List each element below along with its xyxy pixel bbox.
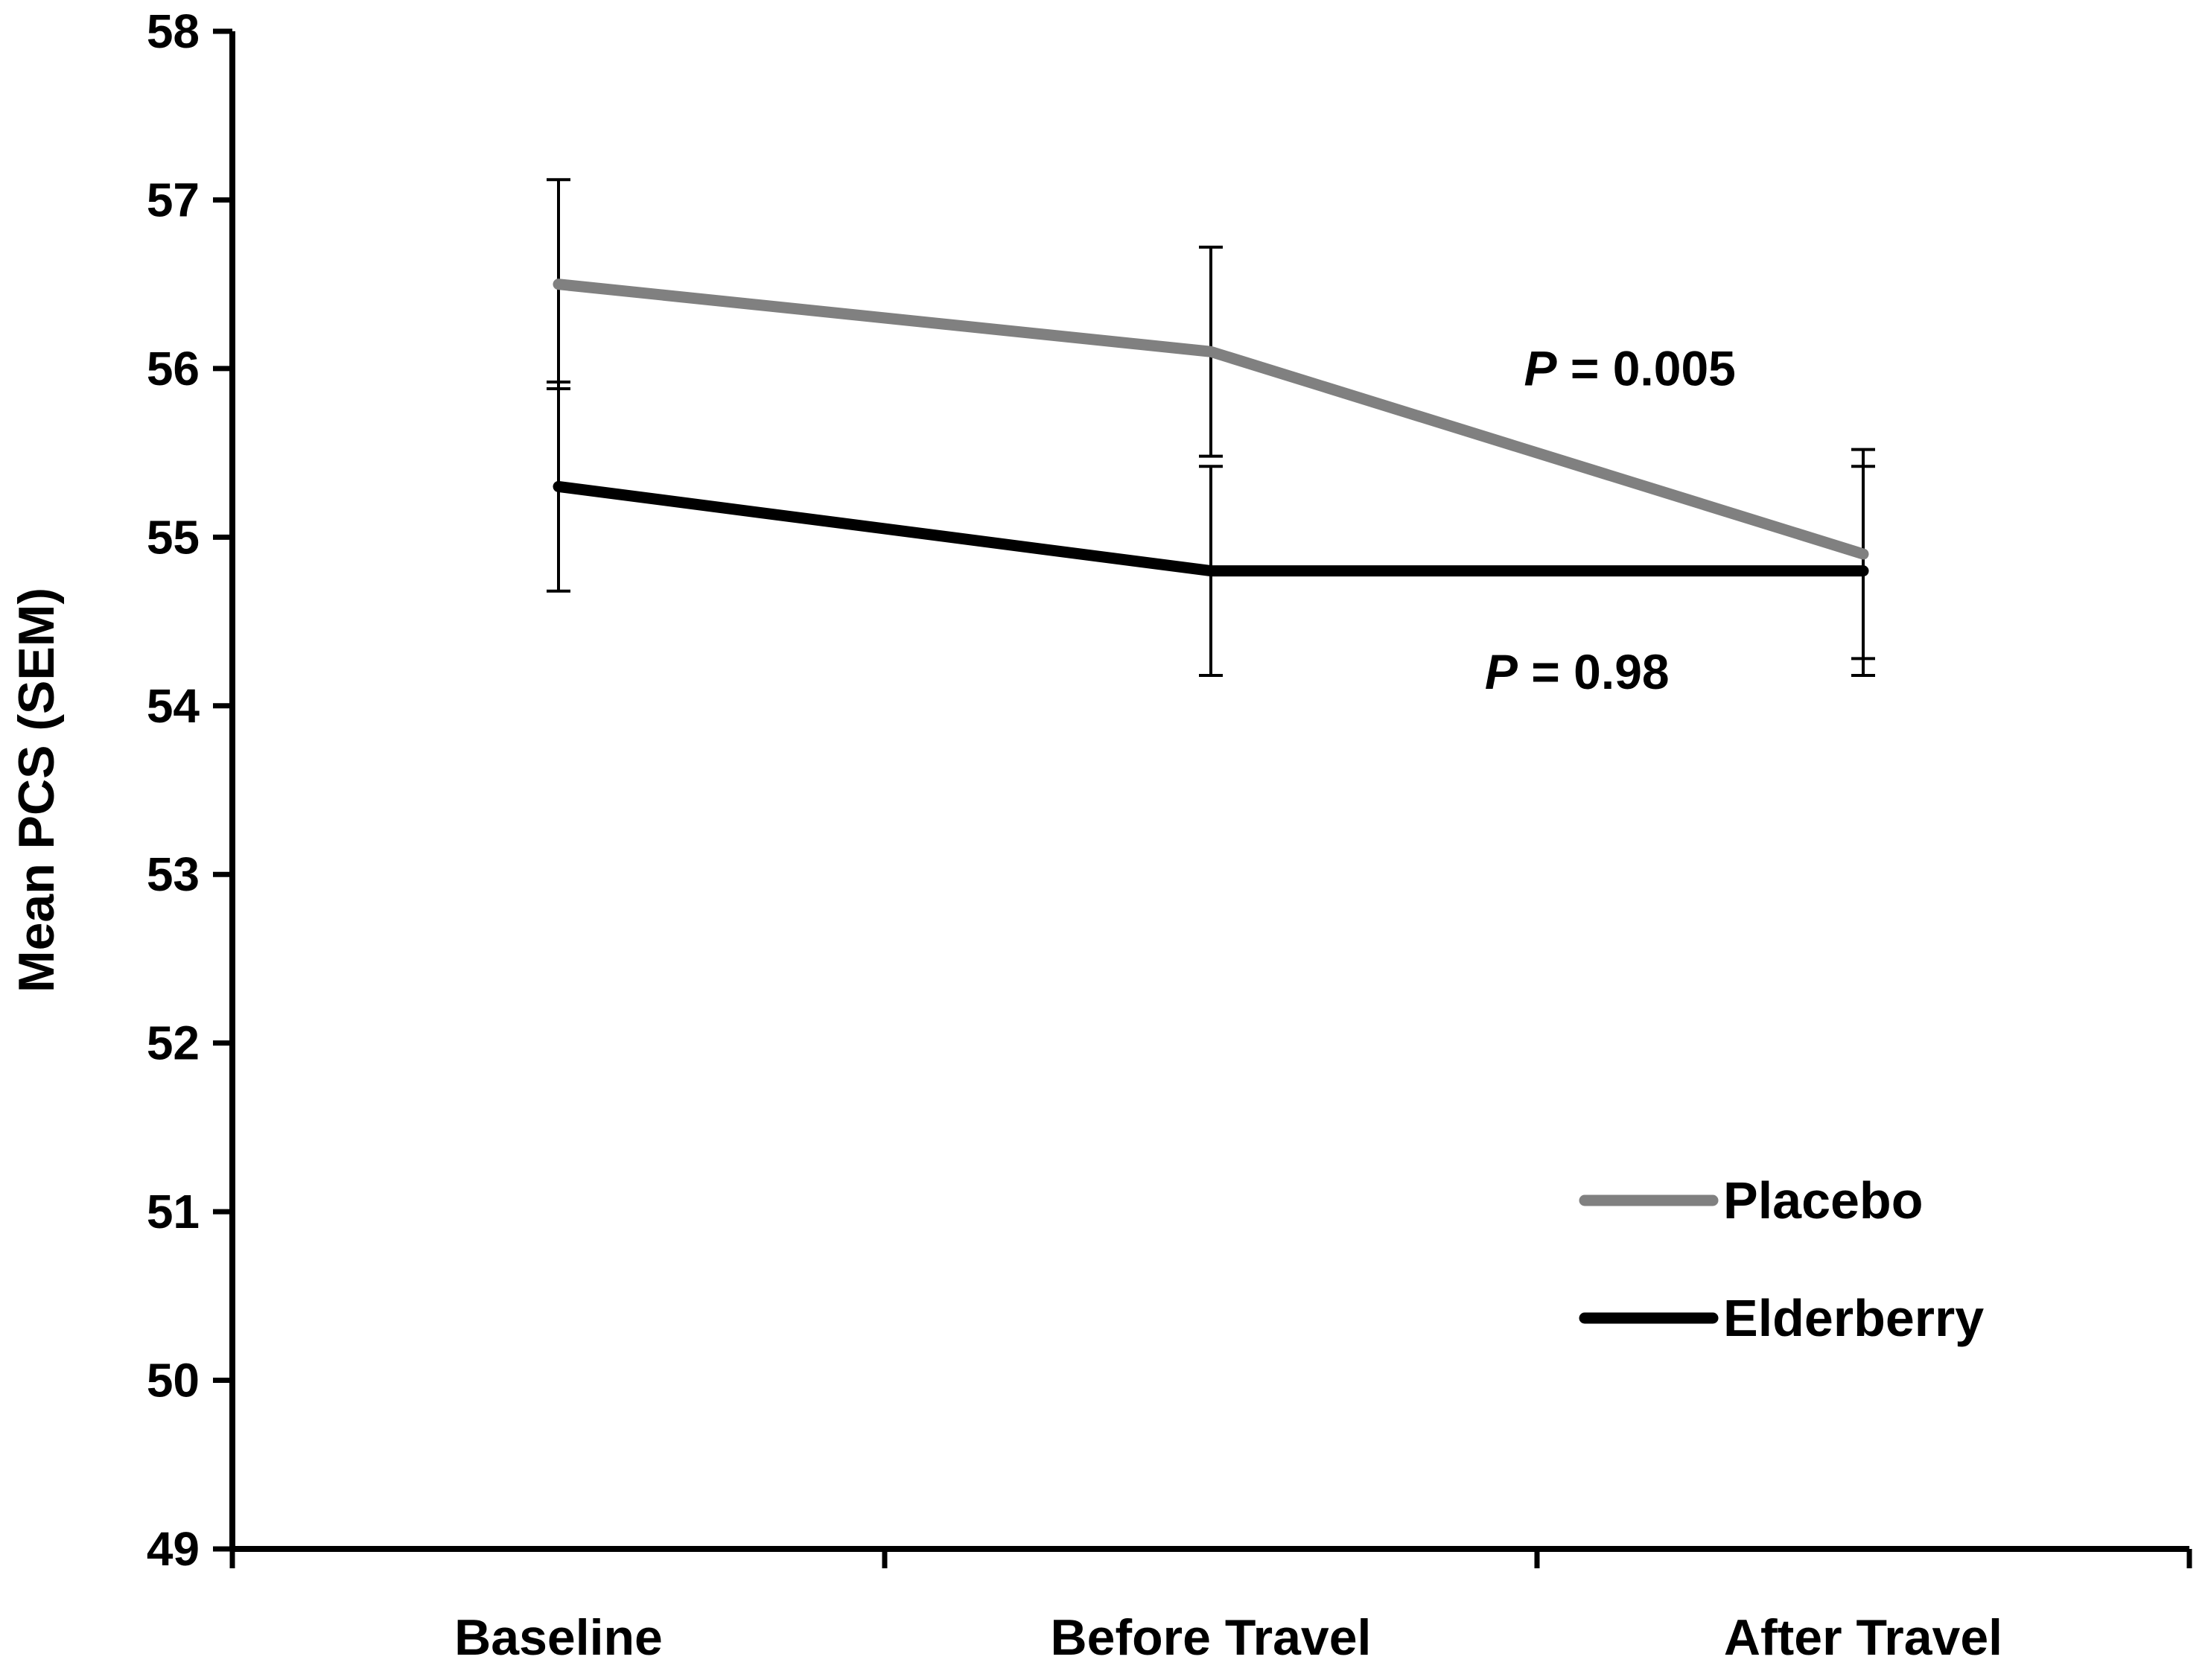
- y-tick-label: 56: [147, 342, 200, 395]
- y-tick-label: 58: [147, 4, 200, 58]
- y-tick-label: 53: [147, 847, 200, 901]
- p-value: = 0.005: [1557, 341, 1736, 396]
- series-line-placebo: [553, 279, 1869, 560]
- y-tick-label: 55: [147, 510, 200, 564]
- p-value-annotation: P = 0.005: [1524, 341, 1735, 396]
- legend: Placebo Elderberry: [1579, 1171, 1984, 1347]
- p-symbol: P: [1485, 644, 1518, 699]
- p-value: = 0.98: [1518, 644, 1670, 699]
- p-value-annotation: P = 0.98: [1485, 644, 1670, 699]
- y-tick-label: 54: [147, 679, 200, 733]
- p-symbol: P: [1524, 341, 1557, 396]
- x-tick-label: After Travel: [1724, 1609, 2002, 1666]
- y-tick-label: 52: [147, 1016, 200, 1070]
- y-tick-label: 57: [147, 173, 200, 226]
- x-tick-label: Before Travel: [1051, 1609, 1372, 1666]
- y-axis-title: Mean PCS (SEM): [8, 588, 65, 993]
- y-tick-label: 51: [147, 1185, 200, 1238]
- y-tick-label: 49: [147, 1522, 200, 1576]
- series-lines: [553, 279, 1869, 577]
- legend-label-placebo: Placebo: [1723, 1171, 1923, 1229]
- axes: 49 50 51 52 53 54 55 56 57 58 Baseline Before Trave…: [8, 4, 2192, 1666]
- series-line-elderberry: [553, 480, 1869, 577]
- error-bars: [547, 178, 1875, 678]
- x-tick-label: Baseline: [454, 1609, 663, 1666]
- legend-label-elderberry: Elderberry: [1723, 1289, 1984, 1347]
- y-tick-label: 50: [147, 1354, 200, 1407]
